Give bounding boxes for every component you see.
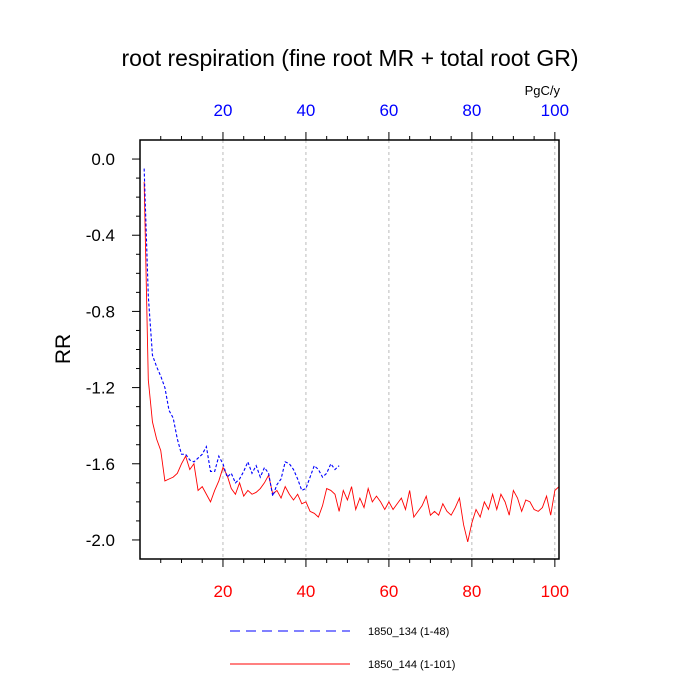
- top-axis-unit: PgC/y: [525, 83, 561, 98]
- legend-label-red: 1850_144 (1-101): [368, 659, 455, 671]
- series-layer: [143, 168, 560, 542]
- x-tick-label-bottom: 40: [296, 582, 315, 601]
- y-tick-label: -1.2: [86, 379, 115, 398]
- x-tick-label-bottom: 80: [462, 582, 481, 601]
- series-line-blue: [143, 168, 340, 499]
- x-tick-label-top: 60: [379, 101, 398, 120]
- x-tick-label-top: 80: [462, 101, 481, 120]
- legend-label-blue: 1850_134 (1-48): [368, 626, 449, 638]
- grid-lines: [222, 140, 556, 559]
- plot-frame: [139, 139, 560, 560]
- y-tick-label: -0.8: [86, 302, 115, 321]
- y-tick-label: -0.4: [86, 226, 115, 245]
- y-axis-label: RR: [52, 334, 75, 364]
- legend: 1850_134 (1-48) 1850_144 (1-101): [230, 626, 455, 671]
- x-tick-label-bottom: 20: [214, 582, 233, 601]
- x-tick-label-top: 100: [541, 101, 569, 120]
- x-tick-label-bottom: 100: [541, 582, 569, 601]
- x-tick-label-bottom: 60: [379, 582, 398, 601]
- series-line-red: [143, 181, 560, 542]
- axis-tick-labels: 20 20 40 40 60 60 80 80 100 100 0.0 -0.4 -0.8 -1.2 -1.…: [86, 101, 569, 601]
- x-tick-label-top: 40: [296, 101, 315, 120]
- y-tick-label: -1.6: [86, 455, 115, 474]
- chart-title: root respiration (fine root MR + total r…: [122, 45, 579, 71]
- y-tick-label: -2.0: [86, 531, 115, 550]
- axis-ticks: [132, 132, 556, 567]
- y-tick-label: 0.0: [91, 150, 115, 169]
- x-tick-label-top: 20: [214, 101, 233, 120]
